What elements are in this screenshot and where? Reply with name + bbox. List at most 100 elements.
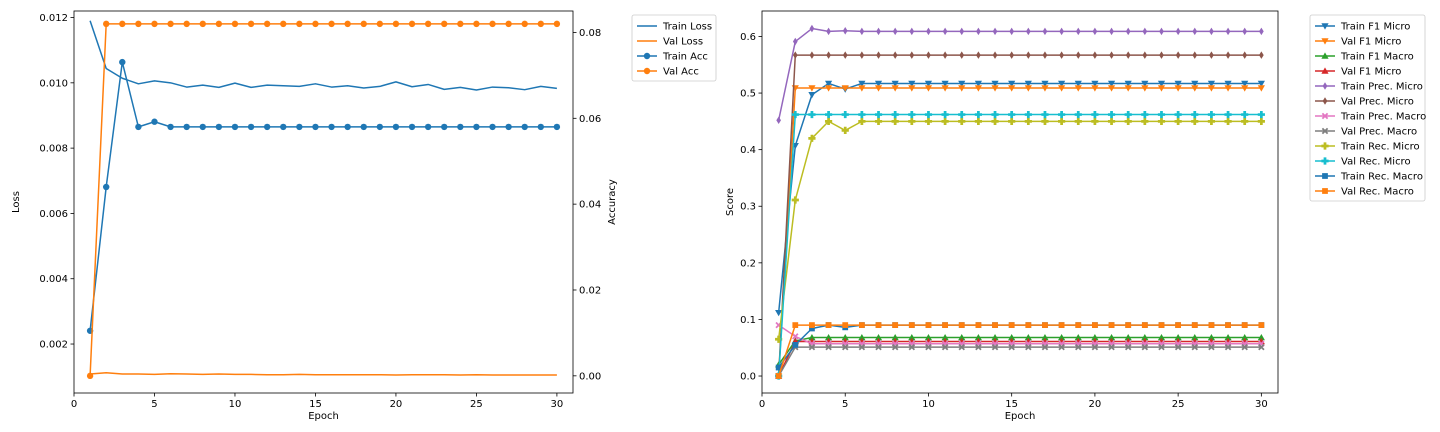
y-axis-label: Score bbox=[725, 188, 736, 216]
data-point bbox=[1224, 85, 1232, 92]
y-tick-label: 0.4 bbox=[740, 145, 756, 156]
data-point bbox=[992, 322, 998, 328]
data-point bbox=[1091, 117, 1099, 125]
data-point bbox=[908, 117, 916, 125]
data-point bbox=[841, 343, 849, 351]
data-point bbox=[280, 20, 287, 28]
data-point bbox=[874, 110, 883, 119]
data-point bbox=[1209, 51, 1214, 59]
data-point bbox=[215, 123, 223, 131]
data-point bbox=[1207, 80, 1216, 88]
legend-label: Train F1 Macro bbox=[1340, 52, 1414, 63]
data-point bbox=[1259, 51, 1264, 59]
data-point bbox=[858, 322, 865, 328]
data-point bbox=[892, 27, 898, 36]
data-point bbox=[457, 20, 464, 28]
legend-marker bbox=[1322, 97, 1328, 105]
data-point bbox=[119, 20, 126, 28]
data-point bbox=[874, 80, 883, 88]
legend-label: Val Rec. Macro bbox=[1341, 187, 1414, 198]
data-point bbox=[991, 85, 999, 92]
data-point bbox=[231, 20, 239, 28]
data-point bbox=[975, 322, 982, 328]
data-point bbox=[1109, 51, 1114, 59]
series-line-0 bbox=[777, 82, 1262, 313]
data-point bbox=[1042, 27, 1048, 36]
data-point bbox=[376, 123, 384, 131]
data-point bbox=[858, 85, 866, 92]
y-tick-label: 0.5 bbox=[740, 89, 756, 100]
x-axis-label: Epoch bbox=[308, 411, 339, 422]
data-point bbox=[792, 342, 799, 348]
data-point bbox=[892, 322, 899, 328]
data-point bbox=[505, 123, 512, 131]
x-tick-label: 0 bbox=[71, 399, 77, 410]
data-point bbox=[891, 117, 899, 125]
series-markers-9 bbox=[775, 110, 1265, 380]
data-point bbox=[1192, 27, 1198, 36]
data-point bbox=[1124, 333, 1132, 341]
y-tick-label: 0.008 bbox=[39, 144, 68, 155]
plot-frame bbox=[761, 10, 1279, 394]
data-point bbox=[842, 51, 848, 59]
data-point bbox=[826, 51, 831, 59]
data-point bbox=[991, 333, 999, 341]
data-point bbox=[199, 123, 206, 131]
data-point bbox=[891, 80, 899, 88]
data-point bbox=[1074, 333, 1082, 341]
data-point bbox=[974, 117, 982, 125]
data-point bbox=[1125, 51, 1131, 59]
data-point bbox=[553, 123, 561, 131]
y-right-tick-label: 0.02 bbox=[579, 285, 601, 296]
plot-area bbox=[86, 20, 561, 380]
data-point bbox=[1192, 51, 1198, 59]
data-point bbox=[392, 20, 400, 28]
data-point bbox=[1008, 333, 1016, 341]
data-point bbox=[1059, 27, 1064, 36]
data-point bbox=[941, 85, 949, 92]
data-point bbox=[231, 123, 239, 131]
data-point bbox=[1108, 322, 1115, 328]
data-point bbox=[1257, 110, 1265, 119]
data-point bbox=[1175, 322, 1182, 328]
data-point bbox=[824, 333, 833, 341]
data-point bbox=[1157, 333, 1166, 341]
score-chart: 0 5 10 15 20 25 30 0.0 0.1 0.2 0.3 0.4 0.5 0.6 Epoch Sc… bbox=[725, 10, 1426, 422]
data-point bbox=[858, 110, 866, 119]
data-point bbox=[975, 343, 982, 351]
data-point bbox=[1024, 85, 1032, 92]
data-point bbox=[1157, 85, 1166, 92]
data-point bbox=[1224, 110, 1232, 119]
data-point bbox=[1242, 51, 1248, 59]
data-point bbox=[1242, 27, 1248, 36]
data-point bbox=[958, 80, 966, 88]
data-point bbox=[858, 80, 866, 88]
data-point bbox=[1159, 27, 1164, 36]
data-point bbox=[1241, 333, 1249, 341]
data-point bbox=[974, 110, 982, 119]
data-point bbox=[824, 85, 833, 92]
data-point bbox=[1107, 117, 1116, 125]
data-point bbox=[1224, 117, 1232, 125]
y-tick-label: 0.004 bbox=[39, 274, 68, 285]
y-tick-label: 0.010 bbox=[39, 78, 68, 89]
data-point bbox=[775, 309, 783, 317]
legend-marker bbox=[1321, 52, 1329, 59]
series-line-0 bbox=[89, 20, 557, 91]
legend-item: Train Prec. Micro bbox=[1315, 82, 1423, 93]
series-markers-2 bbox=[775, 333, 1265, 368]
legend-item: Train Rec. Micro bbox=[1315, 142, 1420, 153]
data-point bbox=[1191, 333, 1199, 341]
data-point bbox=[1174, 117, 1182, 125]
legend-item: Train Prec. Macro bbox=[1315, 112, 1426, 123]
data-point bbox=[457, 123, 464, 131]
data-point bbox=[808, 134, 816, 142]
series-line-1 bbox=[90, 372, 557, 376]
data-point bbox=[247, 123, 255, 131]
data-point bbox=[312, 20, 319, 28]
data-point bbox=[1124, 85, 1132, 92]
data-point bbox=[1008, 110, 1016, 119]
data-point bbox=[1259, 27, 1264, 36]
data-point bbox=[1092, 27, 1098, 36]
